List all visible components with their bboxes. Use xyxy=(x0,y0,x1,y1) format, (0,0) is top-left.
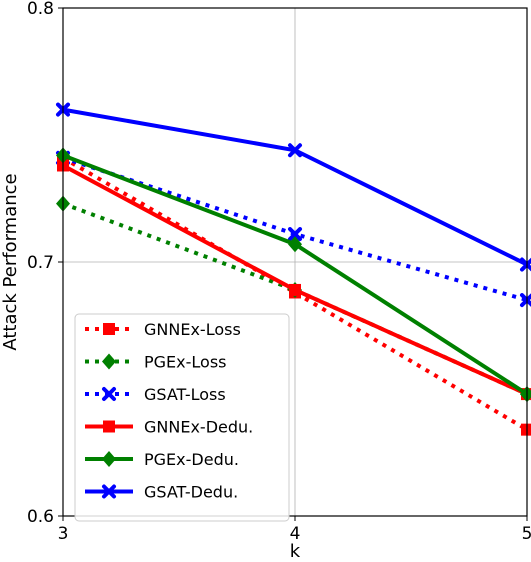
series-2-point-1 xyxy=(288,227,302,242)
series-3-point-1 xyxy=(289,283,301,296)
legend-item-5: GSAT-Dedu. xyxy=(85,483,238,502)
legend-marker-5-stroke-b xyxy=(102,484,116,499)
legend-label-2: GSAT-Loss xyxy=(144,385,226,404)
legend-item-2: GSAT-Loss xyxy=(85,385,226,404)
y-tick-label-1: 0.7 xyxy=(27,253,54,273)
legend-item-1: PGEx-Loss xyxy=(85,353,227,372)
legend-box xyxy=(74,313,290,522)
legend-label-5: GSAT-Dedu. xyxy=(144,483,238,502)
series-2-point-1-stroke-b xyxy=(288,227,302,242)
legend-marker-5 xyxy=(102,484,116,499)
x-tick-label-1: 4 xyxy=(290,524,301,544)
legend-marker-2 xyxy=(102,387,116,401)
series-line-1 xyxy=(62,201,528,396)
legend-marker-3 xyxy=(103,420,115,433)
series-4-point-1 xyxy=(288,236,302,253)
y-tick-label-0: 0.6 xyxy=(27,507,54,527)
legend-label-0: GNNEx-Loss xyxy=(144,320,241,339)
axis-ticks: 3 4 5 0.6 0.7 0.8 xyxy=(27,0,531,544)
series-4-point-2 xyxy=(520,386,531,403)
legend-item-3: GNNEx-Dedu. xyxy=(85,418,253,437)
series-5-point-1 xyxy=(288,143,302,158)
legend: GNNEx-Loss PGEx-Loss GSAT-Loss GNNEx-Dedu. P… xyxy=(74,313,290,522)
legend-marker-0 xyxy=(103,323,115,335)
legend-label-4: PGEx-Dedu. xyxy=(144,450,239,469)
series-5-point-1-stroke-b xyxy=(288,143,302,158)
series-layer xyxy=(56,102,531,436)
legend-marker-2-stroke-b xyxy=(102,387,116,401)
legend-marker-4 xyxy=(102,451,116,467)
legend-item-4: PGEx-Dedu. xyxy=(85,450,239,469)
y-axis-label: Attack Performance xyxy=(0,173,21,350)
y-tick-label-2: 0.8 xyxy=(27,0,54,19)
legend-label-1: PGEx-Loss xyxy=(144,353,227,372)
legend-marker-1 xyxy=(102,353,116,370)
x-tick-label-0: 3 xyxy=(58,524,69,544)
x-tick-label-2: 5 xyxy=(522,524,531,544)
legend-item-0: GNNEx-Loss xyxy=(85,320,241,339)
x-axis-label: k xyxy=(290,541,301,562)
series-0-point-2 xyxy=(521,423,531,436)
legend-label-3: GNNEx-Dedu. xyxy=(144,418,253,437)
